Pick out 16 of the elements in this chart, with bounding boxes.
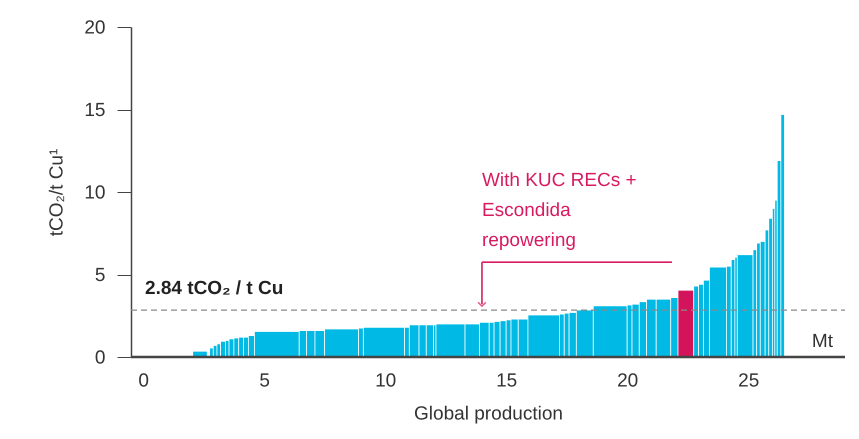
x-tick-label: 15 xyxy=(496,370,518,392)
x-tick-label: 5 xyxy=(259,370,270,392)
ref-line-label: 2.84 tCO₂ / t Cu xyxy=(145,278,284,300)
x-axis-title: Global production xyxy=(414,404,563,424)
y-tick-label: 20 xyxy=(84,18,106,38)
annotation: Mt xyxy=(812,331,834,352)
y-tick-label: 0 xyxy=(94,348,106,368)
x-tick-label: 25 xyxy=(738,370,760,392)
annotation: With KUC RECs + Escondida repowering xyxy=(482,170,637,252)
y-tick-label: 10 xyxy=(84,182,106,204)
y-tick-label: 15 xyxy=(84,100,106,121)
y-tick-label: 5 xyxy=(94,265,106,286)
y-axis-title: tCO₂/t Cu¹ xyxy=(46,148,68,236)
x-tick-label: 20 xyxy=(617,370,638,392)
x-tick-label: 10 xyxy=(375,370,396,392)
x-tick-label: 0 xyxy=(138,370,149,392)
